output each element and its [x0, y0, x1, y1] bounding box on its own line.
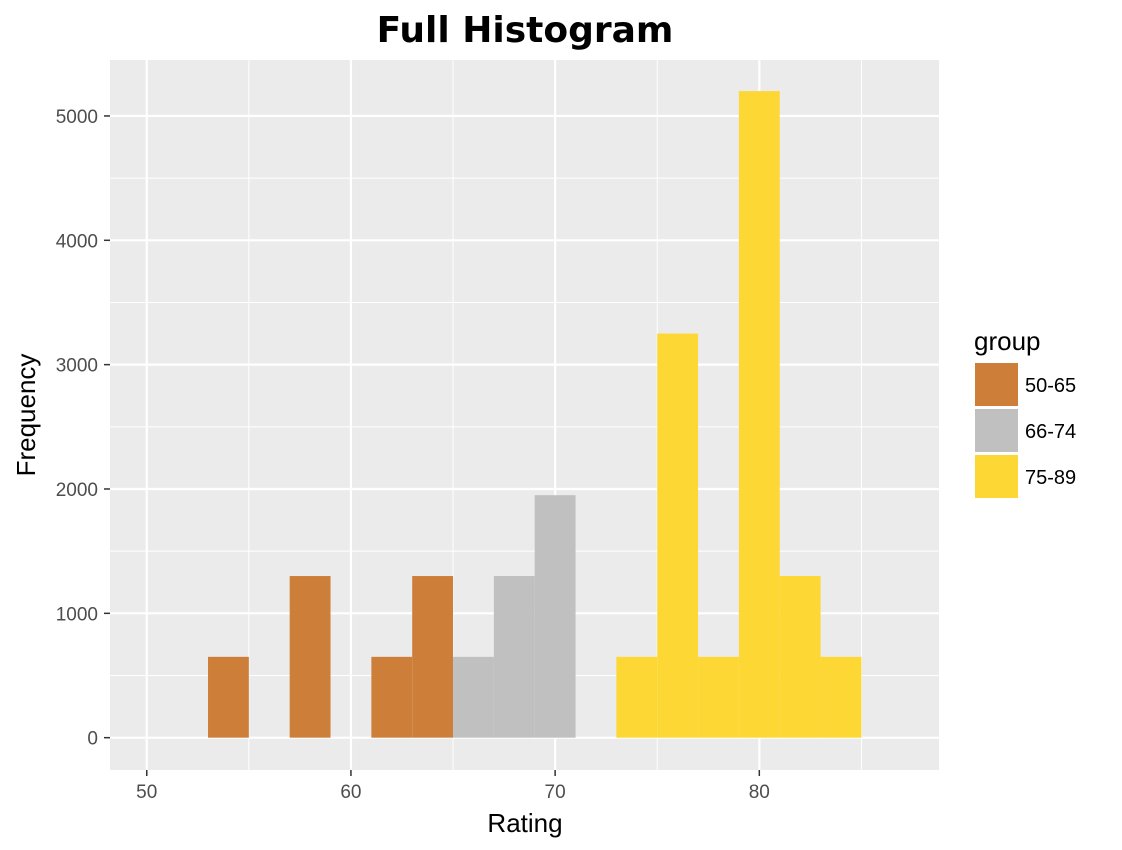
legend-label: 66-74 [1025, 421, 1076, 443]
legend-key [975, 455, 1018, 498]
y-tick-label: 0 [87, 729, 98, 750]
legend-key [975, 409, 1018, 452]
histogram-bar [208, 656, 249, 738]
histogram-bar [779, 576, 821, 738]
chart-title: Full Histogram [377, 10, 674, 51]
histogram-bar [616, 656, 658, 738]
histogram-bar [371, 656, 413, 738]
y-tick-label: 4000 [56, 231, 98, 252]
legend: group 50-65 66-74 75-89 [974, 326, 1076, 498]
y-axis-title: Frequency [11, 354, 41, 477]
histogram-bar [698, 656, 739, 738]
histogram-bar [738, 91, 780, 738]
histogram-bar [820, 656, 862, 738]
y-tick-label: 3000 [56, 356, 98, 377]
histogram-bar [412, 576, 454, 738]
histogram-bar [289, 576, 331, 738]
y-tick-label: 5000 [56, 107, 98, 128]
y-axis: 0 1000 2000 3000 4000 5000 [56, 107, 110, 750]
bars [208, 91, 862, 738]
legend-key [975, 363, 1018, 406]
x-axis: 50 60 70 80 [136, 770, 770, 803]
y-tick-label: 2000 [56, 480, 98, 501]
histogram-bar [534, 495, 576, 738]
legend-title: group [974, 326, 1041, 356]
y-tick-label: 1000 [56, 604, 98, 625]
histogram-bar [493, 576, 535, 738]
histogram-bar [453, 656, 494, 738]
x-tick-label: 70 [545, 782, 566, 803]
legend-label: 50-65 [1025, 375, 1076, 397]
x-tick-label: 60 [340, 782, 361, 803]
legend-label: 75-89 [1025, 467, 1076, 489]
x-axis-title: Rating [487, 808, 562, 838]
x-tick-label: 50 [136, 782, 157, 803]
histogram-bar [657, 333, 699, 738]
x-tick-label: 80 [749, 782, 770, 803]
